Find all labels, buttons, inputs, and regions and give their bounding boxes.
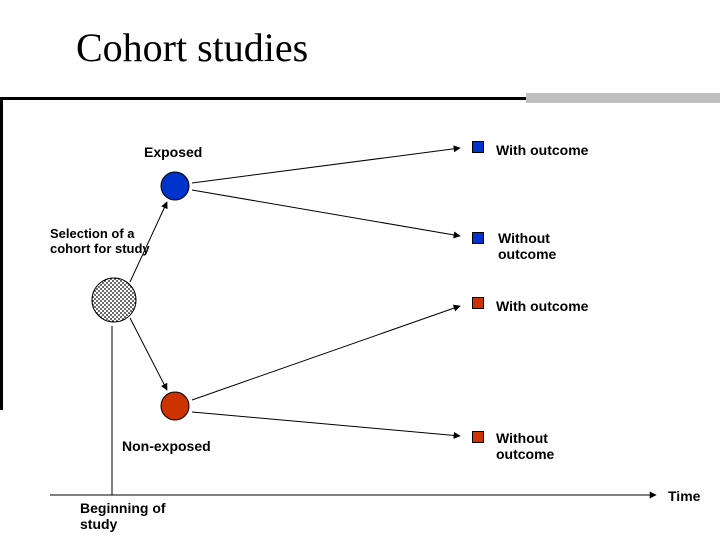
arrow-exposed-o1	[192, 148, 460, 183]
outcome-square-2	[472, 232, 484, 244]
label-outcome-2: Without outcome	[498, 230, 556, 262]
node-nonexposed	[161, 392, 189, 420]
page-title: Cohort studies	[76, 24, 308, 71]
label-exposed: Exposed	[144, 144, 202, 160]
outcome-square-4	[472, 431, 484, 443]
arrow-nonexposed-o4	[192, 412, 460, 436]
arrow-cohort-nonexposed	[130, 318, 167, 390]
arrow-exposed-o2	[192, 190, 460, 236]
label-outcome-3: With outcome	[496, 298, 588, 314]
outcome-square-1	[472, 141, 484, 153]
label-outcome-1: With outcome	[496, 142, 588, 158]
left-bar	[0, 100, 3, 410]
node-cohort	[92, 278, 136, 322]
node-exposed	[161, 172, 189, 200]
arrow-nonexposed-o3	[192, 306, 460, 400]
diagram-canvas	[0, 0, 720, 540]
label-nonexposed: Non-exposed	[122, 438, 211, 454]
outcome-square-3	[472, 297, 484, 309]
label-outcome-4: Without outcome	[496, 430, 554, 462]
label-beginning: Beginning of study	[80, 500, 166, 532]
label-selection: Selection of a cohort for study	[50, 227, 150, 257]
title-underline-shadow	[526, 93, 720, 103]
slide: { "title": { "text": "Cohort studies", "…	[0, 0, 720, 540]
title-underline	[0, 97, 526, 100]
label-time: Time	[668, 488, 700, 504]
